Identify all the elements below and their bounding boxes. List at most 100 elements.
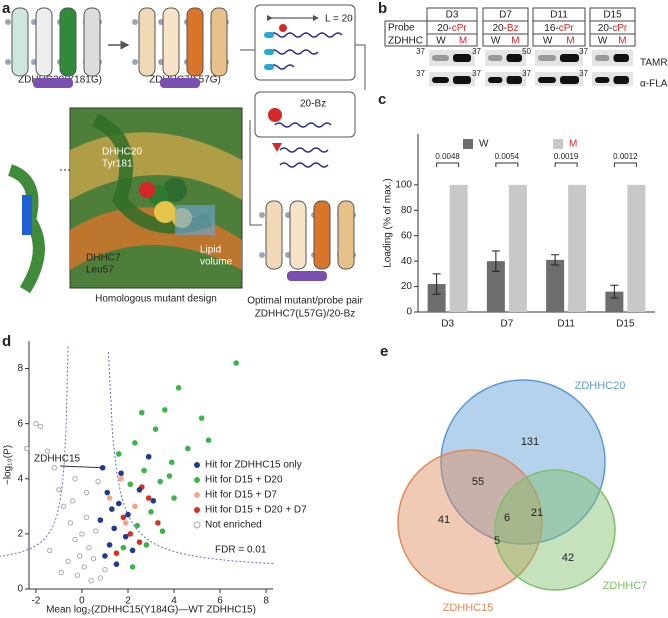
domain — [287, 271, 327, 281]
point — [111, 525, 117, 532]
point — [198, 415, 205, 421]
x-tick-label: 6 — [217, 596, 223, 607]
region-count: 6 — [504, 512, 510, 524]
point — [76, 553, 83, 559]
mw-marker: 37 — [579, 69, 588, 78]
band — [488, 77, 503, 83]
panel-label: d — [2, 333, 11, 350]
legend-label: M — [569, 139, 577, 150]
p-value: 0.0012 — [613, 152, 638, 161]
helix — [83, 7, 101, 77]
mw-marker: 50 — [522, 47, 531, 56]
y-tick-label: 80 — [401, 205, 413, 216]
p-value: 0.0054 — [495, 152, 520, 161]
error-bar — [491, 250, 500, 272]
point — [159, 528, 166, 534]
lipid — [5, 59, 11, 65]
point — [157, 478, 164, 485]
panel-label: e — [380, 343, 388, 360]
table-cell — [532, 7, 586, 47]
point — [102, 553, 108, 559]
point — [120, 514, 127, 521]
point — [56, 487, 62, 493]
legend-marker — [194, 477, 200, 483]
residue-label: DHHC7 — [86, 253, 121, 264]
band — [538, 77, 556, 83]
x-tick-label: 0 — [79, 596, 85, 607]
error-bar — [432, 273, 441, 295]
probe-group: cPr — [559, 23, 575, 34]
mw-marker: 37 — [579, 47, 588, 56]
point — [141, 467, 147, 474]
y-tick-label: 4 — [17, 473, 23, 484]
point — [104, 489, 111, 496]
point — [113, 561, 120, 567]
legend-label: W — [479, 139, 489, 150]
probe-group: Bz — [507, 23, 519, 34]
point — [118, 470, 124, 477]
point — [122, 520, 129, 526]
lane-label: M — [566, 36, 574, 47]
significance-bracket — [436, 162, 460, 167]
probe-chain: 16- — [544, 23, 558, 34]
point — [127, 481, 134, 488]
set-circle — [440, 379, 606, 545]
mw-marker: 37 — [472, 69, 481, 78]
panel-label: a — [2, 0, 11, 17]
point — [72, 476, 78, 482]
legend-marker — [193, 521, 201, 529]
point — [185, 445, 191, 452]
set-label: ZDHHC15 — [443, 602, 494, 614]
probe-chain: 20- — [492, 23, 506, 34]
point — [106, 542, 113, 548]
probe-group: cPr — [612, 23, 628, 34]
lipid — [259, 252, 265, 258]
legend-marker — [194, 462, 200, 468]
y-tick-label: 2 — [17, 529, 23, 540]
significance-bracket — [613, 162, 637, 167]
helix — [313, 200, 331, 270]
point — [37, 423, 44, 430]
helix — [162, 7, 180, 77]
callout-label: ZDHHC15 — [34, 454, 81, 465]
point — [90, 555, 97, 562]
blot-label: TAMRA — [640, 58, 668, 69]
helix — [289, 200, 307, 270]
set-circle — [397, 449, 543, 595]
point — [88, 578, 94, 584]
residue-label: Leu57 — [86, 265, 114, 276]
point — [102, 567, 108, 573]
band — [506, 54, 522, 62]
lane-label: W — [436, 36, 446, 47]
legend-label: Hit for ZDHHC15 only — [205, 460, 302, 471]
column-label: D11 — [550, 10, 568, 21]
mw-marker: 37 — [522, 69, 531, 78]
point — [129, 547, 136, 554]
point — [148, 509, 154, 515]
error-bar — [551, 254, 560, 266]
bar — [427, 284, 446, 312]
point — [44, 448, 51, 454]
panel-label: c — [378, 91, 386, 108]
probe-group: cPr — [452, 23, 468, 34]
point — [145, 453, 152, 460]
legend-label: Hit for D15 + D20 — [205, 475, 283, 486]
x-tick-label: -2 — [31, 596, 40, 607]
band — [453, 76, 471, 84]
helix — [35, 7, 53, 77]
point — [115, 451, 122, 457]
point — [81, 564, 87, 570]
point — [171, 495, 177, 501]
band — [488, 55, 503, 61]
fdr-curve — [0, 346, 69, 557]
point — [132, 440, 138, 446]
helix — [59, 7, 77, 77]
band — [595, 77, 610, 83]
region-count: 55 — [472, 476, 484, 488]
point — [166, 473, 173, 479]
legend-label: Hit for D15 + D7 — [205, 490, 277, 501]
point — [143, 542, 150, 548]
point — [115, 500, 122, 507]
row-label: ZDHHC — [388, 36, 423, 47]
probe-label: 20-Bz — [492, 23, 518, 34]
